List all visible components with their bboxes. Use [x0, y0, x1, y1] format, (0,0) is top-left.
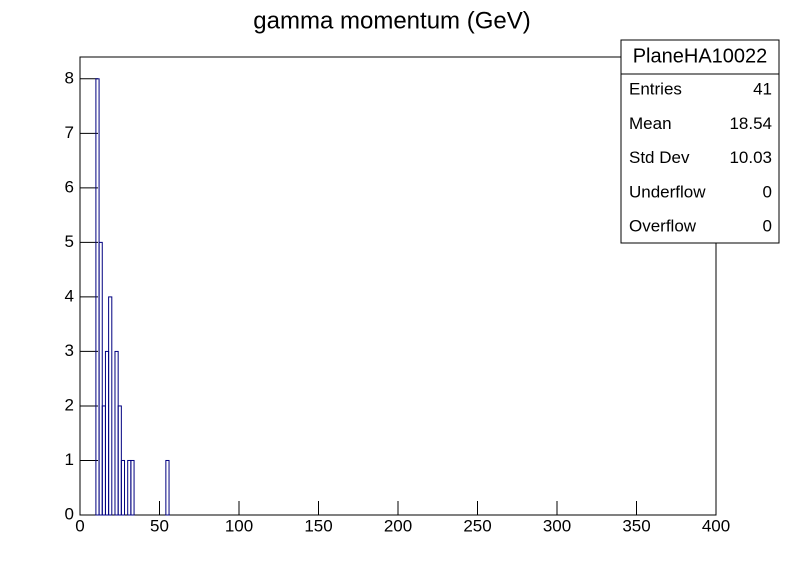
- y-tick-label: 6: [65, 177, 74, 196]
- chart-title: gamma momentum (GeV): [253, 7, 530, 34]
- x-tick-label: 200: [384, 516, 412, 535]
- bin: [130, 459, 135, 516]
- stats-label: Underflow: [629, 182, 706, 201]
- x-tick-label: 0: [75, 516, 84, 535]
- x-tick-label: 150: [304, 516, 332, 535]
- stats-title: PlaneHA10022: [633, 45, 768, 67]
- stats-frame: [620, 39, 780, 244]
- x-tick-label: 300: [543, 516, 571, 535]
- stats-label: Mean: [629, 114, 672, 133]
- stats-value: 0: [763, 217, 772, 236]
- stats-label: Entries: [629, 79, 682, 98]
- y-tick-label: 2: [65, 395, 74, 414]
- y-tick-label: 1: [65, 450, 74, 469]
- y-tick-label: 3: [65, 341, 74, 360]
- y-tick-label: 5: [65, 232, 74, 251]
- x-tick-label: 400: [702, 516, 730, 535]
- stats-value: 10.03: [729, 148, 772, 167]
- x-tick-label: 100: [225, 516, 253, 535]
- y-tick-label: 7: [65, 123, 74, 142]
- x-tick-label: 250: [463, 516, 491, 535]
- y-tick-label: 0: [65, 504, 74, 523]
- bin: [108, 296, 113, 516]
- y-tick-label: 8: [65, 68, 74, 87]
- stats-value: 18.54: [729, 114, 772, 133]
- x-tick-label: 50: [150, 516, 169, 535]
- stats-box: PlaneHA10022 Entries 41 Mean 18.54 Std Dev 10…: [620, 39, 780, 244]
- bin: [120, 459, 126, 516]
- bin: [165, 459, 170, 516]
- x-tick-label: 350: [622, 516, 650, 535]
- stats-label: Std Dev: [629, 148, 690, 167]
- stats-label: Overflow: [629, 217, 697, 236]
- stats-value: 41: [753, 79, 772, 98]
- stats-value: 0: [763, 182, 772, 201]
- y-tick-label: 4: [65, 286, 74, 305]
- bin: [98, 241, 103, 516]
